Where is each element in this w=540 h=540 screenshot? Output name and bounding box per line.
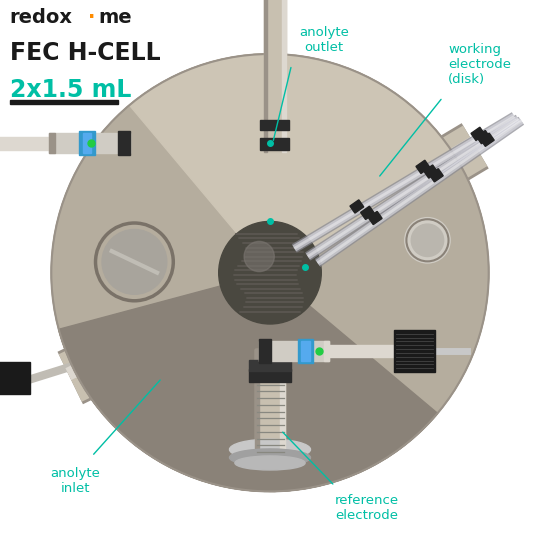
Circle shape: [51, 54, 489, 491]
Circle shape: [102, 230, 167, 294]
Bar: [282, 0, 286, 152]
Circle shape: [51, 54, 489, 491]
Circle shape: [94, 221, 175, 302]
Wedge shape: [59, 273, 437, 491]
Ellipse shape: [230, 449, 310, 466]
Bar: [476, 131, 490, 144]
Text: me: me: [98, 8, 132, 27]
Wedge shape: [130, 54, 460, 273]
Bar: [368, 211, 382, 225]
Ellipse shape: [235, 456, 305, 470]
Bar: [429, 168, 443, 182]
Bar: [264, 0, 267, 152]
Text: anolyte
outlet: anolyte outlet: [299, 26, 349, 54]
Bar: [259, 341, 329, 361]
Wedge shape: [59, 273, 437, 491]
Bar: [301, 341, 310, 361]
Bar: [0, 137, 49, 150]
Bar: [249, 368, 291, 382]
Bar: [118, 131, 130, 155]
Bar: [394, 330, 435, 372]
Circle shape: [411, 224, 444, 256]
Ellipse shape: [230, 439, 310, 460]
Bar: [481, 133, 494, 146]
Bar: [79, 131, 94, 155]
Circle shape: [219, 221, 321, 324]
Bar: [471, 127, 485, 140]
Bar: [255, 349, 285, 458]
Bar: [10, 100, 118, 104]
Wedge shape: [130, 54, 460, 273]
Bar: [125, 133, 130, 153]
Bar: [324, 341, 329, 361]
Circle shape: [405, 218, 450, 263]
Bar: [49, 133, 130, 153]
Bar: [259, 339, 271, 363]
Text: anolyte
inlet: anolyte inlet: [51, 467, 100, 495]
Text: FEC H-CELL: FEC H-CELL: [10, 40, 160, 64]
Text: 2x1.5 mL: 2x1.5 mL: [10, 78, 131, 102]
Circle shape: [244, 241, 274, 272]
Bar: [416, 160, 430, 173]
Bar: [298, 339, 313, 363]
Text: ·: ·: [88, 8, 96, 27]
Bar: [329, 345, 394, 357]
Bar: [361, 206, 374, 219]
Bar: [49, 133, 55, 153]
Text: redox: redox: [10, 8, 73, 27]
Text: reference
electrode: reference electrode: [335, 494, 399, 522]
Bar: [264, 0, 286, 152]
Bar: [260, 120, 289, 130]
Text: working
electrode
(disk): working electrode (disk): [448, 43, 511, 86]
Bar: [260, 138, 289, 150]
Bar: [249, 360, 291, 371]
Bar: [255, 349, 259, 458]
Bar: [350, 200, 364, 213]
Bar: [259, 341, 265, 361]
Bar: [83, 133, 91, 153]
Bar: [424, 165, 437, 178]
Bar: [280, 349, 285, 458]
Bar: [0, 362, 30, 394]
